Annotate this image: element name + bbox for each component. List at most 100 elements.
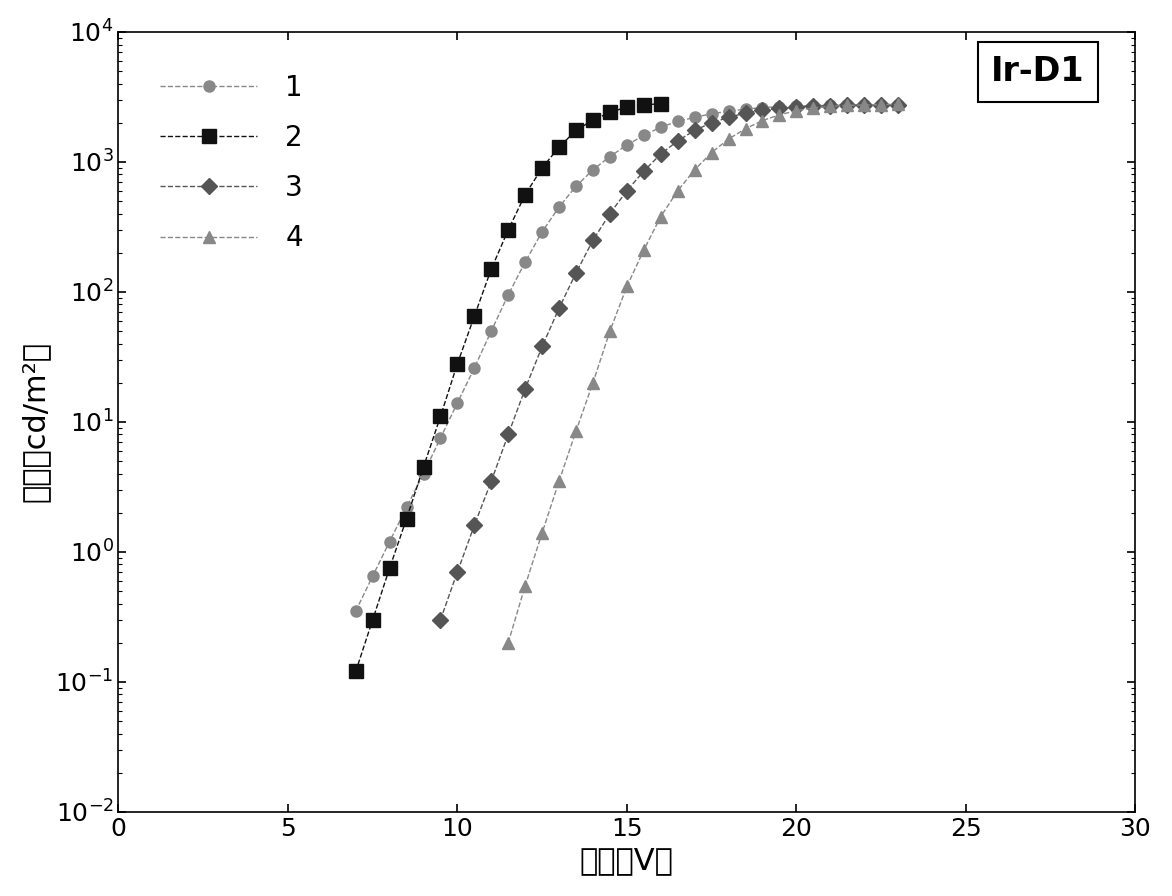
- 4: [857, 99, 871, 110]
- 2: [349, 666, 363, 676]
- 1: [670, 116, 684, 126]
- 2: [450, 358, 464, 369]
- 1: [840, 100, 854, 111]
- 3: [570, 268, 584, 279]
- 4: [688, 164, 702, 175]
- 3: [874, 99, 888, 110]
- 3: [552, 303, 566, 314]
- 1: [789, 100, 803, 111]
- Legend: 1, 2, 3, 4: 1, 2, 3, 4: [146, 60, 316, 266]
- 2: [468, 311, 482, 322]
- Line: 2: 2: [349, 97, 668, 678]
- 3: [688, 125, 702, 135]
- 1: [570, 181, 584, 192]
- 3: [772, 103, 786, 114]
- 1: [772, 101, 786, 112]
- 1: [891, 99, 905, 110]
- 3: [891, 99, 905, 110]
- 3: [586, 235, 600, 246]
- 1: [434, 433, 448, 444]
- 2: [636, 99, 650, 110]
- 2: [570, 125, 584, 135]
- 4: [891, 99, 905, 110]
- 3: [636, 166, 650, 177]
- 1: [366, 571, 380, 582]
- 4: [518, 581, 532, 591]
- 3: [484, 476, 498, 487]
- 1: [586, 164, 600, 175]
- 1: [823, 100, 837, 111]
- 3: [704, 117, 718, 128]
- 3: [450, 566, 464, 577]
- 3: [840, 100, 854, 111]
- 4: [823, 101, 837, 112]
- 3: [620, 185, 634, 196]
- 1: [636, 130, 650, 141]
- 4: [874, 99, 888, 110]
- 1: [382, 536, 396, 547]
- 2: [382, 563, 396, 573]
- 1: [722, 106, 736, 116]
- 1: [806, 100, 820, 111]
- 3: [502, 429, 516, 440]
- 4: [840, 100, 854, 111]
- 4: [620, 281, 634, 292]
- 3: [857, 99, 871, 110]
- Line: 1: 1: [350, 99, 904, 616]
- 4: [654, 211, 668, 222]
- 4: [756, 116, 770, 126]
- Y-axis label: 亮度（cd/m²）: 亮度（cd/m²）: [21, 341, 50, 503]
- 1: [688, 112, 702, 123]
- 3: [536, 341, 550, 352]
- 2: [484, 263, 498, 274]
- 3: [602, 208, 616, 219]
- 4: [789, 105, 803, 116]
- 2: [518, 189, 532, 200]
- 4: [704, 147, 718, 158]
- 2: [552, 142, 566, 152]
- 1: [484, 325, 498, 336]
- X-axis label: 电压（V）: 电压（V）: [580, 846, 674, 875]
- 3: [806, 101, 820, 112]
- 1: [738, 104, 752, 115]
- 1: [400, 502, 414, 513]
- 4: [536, 528, 550, 538]
- 3: [789, 102, 803, 113]
- 1: [518, 256, 532, 267]
- 2: [654, 99, 668, 109]
- 2: [620, 101, 634, 112]
- 1: [450, 398, 464, 409]
- 4: [772, 109, 786, 120]
- 1: [602, 151, 616, 162]
- 1: [536, 227, 550, 237]
- 1: [552, 202, 566, 212]
- 1: [654, 122, 668, 133]
- 1: [468, 363, 482, 374]
- 4: [806, 103, 820, 114]
- 1: [620, 140, 634, 151]
- 1: [416, 469, 430, 479]
- 2: [536, 162, 550, 173]
- 2: [400, 513, 414, 524]
- 3: [670, 135, 684, 146]
- 3: [434, 615, 448, 625]
- 4: [602, 325, 616, 336]
- Text: Ir-D1: Ir-D1: [992, 56, 1084, 89]
- 3: [654, 149, 668, 159]
- 4: [722, 134, 736, 144]
- 1: [349, 606, 363, 616]
- 3: [823, 100, 837, 111]
- Line: 3: 3: [435, 99, 904, 625]
- 2: [602, 108, 616, 118]
- 3: [738, 108, 752, 118]
- 4: [586, 377, 600, 388]
- Line: 4: 4: [502, 99, 905, 649]
- 4: [502, 637, 516, 648]
- 1: [857, 99, 871, 110]
- 3: [722, 112, 736, 123]
- 4: [738, 124, 752, 134]
- 2: [434, 411, 448, 422]
- 4: [636, 245, 650, 255]
- 2: [502, 225, 516, 236]
- 2: [366, 615, 380, 625]
